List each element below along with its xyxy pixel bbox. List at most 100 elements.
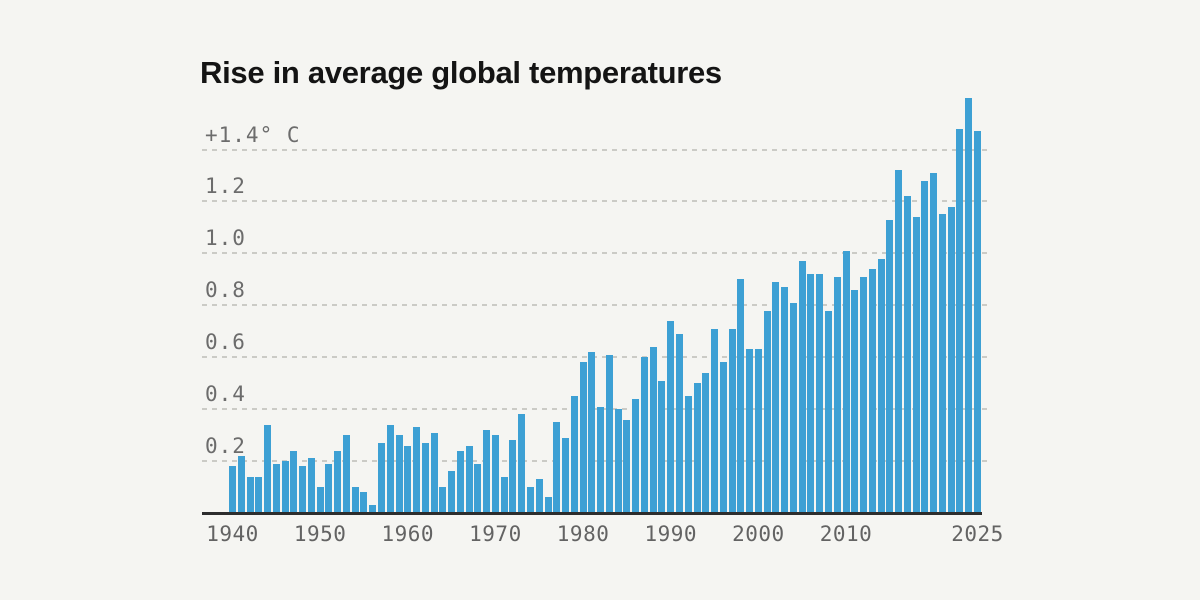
bar-1978 xyxy=(562,438,570,513)
bar-2023 xyxy=(956,129,964,513)
x-axis-line xyxy=(202,512,982,515)
gridline-0.2: 0.2 xyxy=(202,436,990,463)
bar-1973 xyxy=(518,414,526,513)
bar-1989 xyxy=(658,381,666,513)
bar-1997 xyxy=(728,329,736,513)
bar-1967 xyxy=(465,446,473,513)
bar-1943 xyxy=(255,477,263,513)
bar-1982 xyxy=(597,407,605,513)
bar-1993 xyxy=(693,383,701,513)
bar-2025 xyxy=(974,131,981,513)
x-tick-label-1990: 1990 xyxy=(644,522,698,546)
bar-2007 xyxy=(816,274,824,513)
bar-2011 xyxy=(851,290,859,513)
bar-1999 xyxy=(746,349,754,513)
y-tick-label-1.4: +1.4° C xyxy=(205,122,301,147)
bar-1986 xyxy=(632,399,640,513)
bar-1940 xyxy=(229,466,236,513)
bar-1980 xyxy=(579,362,587,513)
bar-2010 xyxy=(842,251,850,513)
x-axis-labels: 1940 1950 1960 1970 1980 1990 2000 2010 2025 xyxy=(202,522,1003,551)
y-tick-label-0.2: 0.2 xyxy=(205,434,246,459)
bar-1962 xyxy=(421,443,429,513)
bar-1994 xyxy=(702,373,710,513)
x-tick-label-2010: 2010 xyxy=(819,522,873,546)
bar-2018 xyxy=(912,217,920,513)
bar-2008 xyxy=(825,311,832,513)
bar-2013 xyxy=(868,269,876,513)
bar-1957 xyxy=(378,443,385,513)
bar-1998 xyxy=(737,279,745,513)
bar-2005 xyxy=(798,261,806,513)
bar-1990 xyxy=(667,321,675,513)
bar-2021 xyxy=(938,214,946,513)
bar-1976 xyxy=(544,497,552,513)
gridline-0.4: 0.4 xyxy=(202,384,990,411)
bar-1960 xyxy=(404,446,412,513)
bar-2004 xyxy=(789,303,797,513)
y-tick-label-0.8: 0.8 xyxy=(205,278,246,303)
bar-2020 xyxy=(930,173,938,513)
x-tick-label-1960: 1960 xyxy=(381,522,435,546)
bar-1988 xyxy=(649,347,657,513)
bar-1964 xyxy=(439,487,447,513)
x-tick-label-1940: 1940 xyxy=(206,522,259,546)
bar-2002 xyxy=(772,282,780,513)
bar-1953 xyxy=(342,435,350,513)
bar-1970 xyxy=(491,435,499,513)
gridline-1.2: 1.2 xyxy=(202,176,990,203)
y-tick-label-0.4: 0.4 xyxy=(205,382,246,407)
bar-1941 xyxy=(237,456,245,513)
bar-2001 xyxy=(763,311,771,513)
y-tick-label-1: 1.0 xyxy=(205,226,246,251)
bar-2000 xyxy=(754,349,762,513)
gridline-1: 1.0 xyxy=(202,228,990,255)
bar-1984 xyxy=(614,409,622,513)
bar-1968 xyxy=(474,464,482,513)
bar-1963 xyxy=(430,433,438,513)
bar-1955 xyxy=(360,492,368,513)
bar-1951 xyxy=(325,464,333,513)
bar-1972 xyxy=(509,440,517,513)
bar-1969 xyxy=(483,430,491,513)
bar-2017 xyxy=(903,196,911,513)
bar-1954 xyxy=(351,487,359,513)
bar-1995 xyxy=(711,329,719,513)
bar-2015 xyxy=(886,220,894,513)
bar-1971 xyxy=(500,477,508,513)
bar-1975 xyxy=(535,479,543,513)
bar-2014 xyxy=(877,259,885,513)
bar-2024 xyxy=(965,98,973,513)
x-tick-label-1970: 1970 xyxy=(469,522,522,546)
bar-1979 xyxy=(570,396,578,513)
gridline-0.8: 0.8 xyxy=(202,280,990,307)
x-tick-label-2000: 2000 xyxy=(732,522,785,546)
gridline-1.4: +1.4° C xyxy=(202,124,990,151)
bar-1966 xyxy=(456,451,464,513)
x-tick-label-1980: 1980 xyxy=(556,522,610,546)
bar-1981 xyxy=(588,352,596,513)
bar-1977 xyxy=(553,422,561,513)
bars-layer xyxy=(229,90,981,513)
bar-2003 xyxy=(781,287,789,513)
bar-1945 xyxy=(272,464,280,513)
bar-1987 xyxy=(640,357,648,513)
chart-title: Rise in average global temperatures xyxy=(200,55,722,90)
y-tick-label-0.6: 0.6 xyxy=(205,330,246,355)
bar-1958 xyxy=(386,425,394,513)
y-tick-label-1.2: 1.2 xyxy=(205,174,246,199)
bar-2009 xyxy=(833,277,841,513)
bar-1949 xyxy=(307,458,315,513)
x-tick-label-1950: 1950 xyxy=(293,522,347,546)
bar-1985 xyxy=(623,420,631,513)
bar-1946 xyxy=(281,461,289,513)
bar-1942 xyxy=(246,477,254,513)
bar-2006 xyxy=(807,274,815,513)
bar-1959 xyxy=(395,435,403,513)
x-tick-label-2025: 2025 xyxy=(951,522,1004,546)
bar-2019 xyxy=(921,181,929,513)
bar-1965 xyxy=(448,471,456,513)
bar-1952 xyxy=(334,451,342,513)
bar-1974 xyxy=(527,487,534,513)
